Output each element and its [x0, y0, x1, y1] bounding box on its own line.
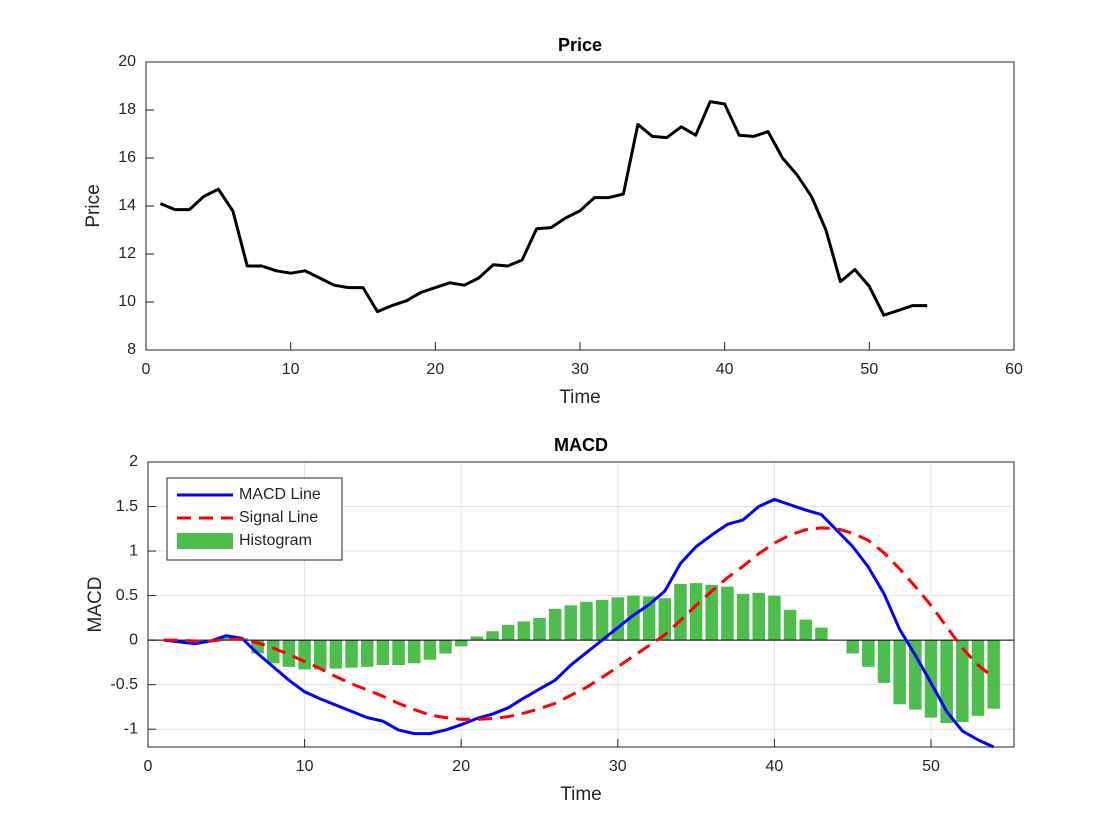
chart-title: MACD: [554, 435, 608, 455]
histogram-bar: [282, 640, 296, 667]
histogram-bar: [345, 640, 358, 668]
x-tick-label: 20: [426, 361, 444, 378]
histogram-bar: [799, 619, 812, 641]
histogram-bar: [329, 640, 343, 669]
y-tick-label: -0.5: [110, 676, 138, 693]
histogram-bar: [783, 609, 797, 641]
legend-label: Signal Line: [239, 509, 318, 526]
x-tick-label: 50: [860, 361, 878, 378]
histogram-bar: [815, 627, 828, 641]
series-line: [163, 526, 995, 721]
y-tick-label: 0.5: [116, 587, 138, 604]
y-tick-label: 20: [118, 53, 136, 70]
histogram-bar: [736, 593, 750, 641]
histogram-bar: [407, 640, 421, 664]
histogram-bar: [454, 640, 468, 647]
x-tick-label: 10: [296, 758, 314, 775]
histogram-bar: [862, 640, 875, 667]
x-tick-label: 40: [716, 361, 734, 378]
y-tick-label: 16: [118, 149, 136, 166]
histogram-bar: [501, 624, 515, 641]
y-tick-label: 2: [129, 453, 138, 470]
histogram-bar: [940, 640, 953, 723]
series-line: [159, 100, 928, 317]
y-tick-label: 1.5: [116, 498, 138, 515]
x-tick-label: 20: [452, 758, 470, 775]
x-tick-label: 60: [1005, 361, 1023, 378]
x-tick-label: 10: [282, 361, 300, 378]
histogram-bar: [627, 595, 640, 641]
x-axis-label: Time: [559, 387, 601, 408]
y-tick-label: 18: [118, 101, 136, 118]
legend-label: MACD Line: [239, 486, 321, 503]
y-tick-label: 1: [129, 542, 138, 559]
histogram-bar: [611, 597, 625, 641]
histogram-bar: [548, 608, 562, 641]
x-tick-label: 50: [922, 758, 940, 775]
x-tick-label: 30: [609, 758, 627, 775]
histogram-bar: [313, 640, 327, 670]
histogram-bar: [924, 640, 938, 718]
histogram-bar: [486, 631, 499, 641]
y-tick-label: 14: [118, 197, 136, 214]
y-axis-label: MACD: [85, 577, 106, 633]
x-tick-label: 30: [571, 361, 589, 378]
histogram-bar: [956, 640, 969, 723]
histogram-bar: [674, 584, 687, 641]
histogram-bar: [768, 595, 781, 641]
x-tick-label: 0: [144, 758, 153, 775]
plot-area: [146, 62, 1014, 350]
legend-swatch: [177, 533, 233, 549]
histogram-bar: [987, 640, 1000, 709]
legend-label: Histogram: [239, 532, 312, 549]
histogram-bar: [595, 600, 609, 641]
histogram-bar: [423, 640, 437, 660]
histogram-bar: [846, 640, 859, 654]
histogram-bar: [220, 636, 233, 641]
histogram-bar: [267, 640, 280, 664]
histogram-bar: [971, 640, 985, 716]
histogram-bar: [658, 598, 672, 641]
histogram-bar: [909, 640, 922, 710]
histogram-bar: [564, 605, 578, 641]
histogram-bar: [392, 640, 405, 666]
axes-box: [147, 461, 1015, 748]
x-tick-label: 40: [766, 758, 784, 775]
chart-title: Price: [558, 35, 602, 55]
x-tick-label: 0: [142, 361, 151, 378]
histogram-bar: [360, 640, 374, 667]
histogram-bar: [580, 601, 593, 641]
axes-box: [145, 61, 1015, 351]
y-tick-label: 0: [129, 631, 138, 648]
y-axis-label: Price: [83, 184, 104, 227]
histogram-bar: [689, 583, 703, 641]
histogram-bar: [439, 640, 452, 654]
histogram-bar: [298, 640, 311, 670]
series-line: [163, 497, 995, 749]
histogram-bar: [470, 636, 484, 641]
histogram-bar: [533, 617, 546, 641]
histogram-bar: [705, 584, 719, 641]
histogram-bar: [752, 592, 766, 641]
y-tick-label: 12: [118, 245, 136, 262]
histogram-bar: [893, 640, 906, 705]
x-axis-label: Time: [560, 784, 602, 805]
histogram-bar: [376, 640, 390, 666]
histogram-bar: [517, 621, 531, 641]
histogram-bar: [721, 586, 734, 641]
histogram-bar: [877, 640, 891, 683]
y-tick-label: -1: [124, 720, 138, 737]
y-tick-label: 10: [118, 293, 136, 310]
y-tick-label: 8: [127, 341, 136, 358]
